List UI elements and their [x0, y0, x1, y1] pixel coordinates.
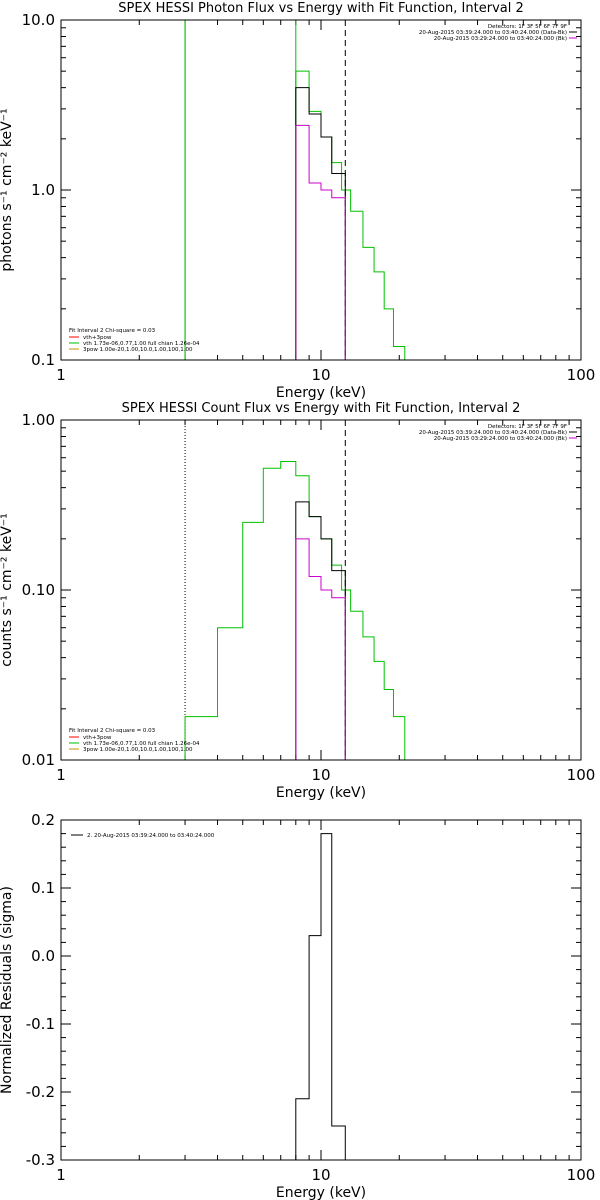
x-axis-label: Energy (keV): [276, 785, 366, 801]
x-axis-label: Energy (keV): [276, 385, 366, 401]
legend-entry: 3pow 1.00e-20,1.00,10.0,1.00,100,1.00: [83, 347, 193, 353]
series-line-2: [295, 501, 346, 760]
chart-title: SPEX HESSI Count Flux vs Energy with Fit…: [122, 401, 521, 416]
y-tick-label: 0.01: [22, 751, 55, 769]
legend-entry: vth+3pow: [83, 335, 112, 341]
x-tick-label: 1: [56, 1166, 66, 1184]
y-tick-label: 0.10: [22, 581, 55, 599]
y-tick-label: -0.3: [26, 1151, 55, 1169]
series-line-4: [295, 124, 346, 360]
detector-entry: Detectors: 1F 3F 5F 6F 7F 9F: [488, 424, 567, 430]
x-tick-label: 1: [56, 766, 66, 784]
legend-entry: vth 1.73e-06,0.77,1.00 full chian 1.26e-…: [83, 341, 200, 347]
legend-entry: vth 1.73e-06,0.77,1.00 full chian 1.26e-…: [83, 741, 200, 747]
y-tick-label: 0.1: [31, 351, 55, 369]
chart-title: SPEX HESSI Photon Flux vs Energy with Fi…: [118, 1, 524, 16]
plot-frame: [60, 819, 582, 1161]
plot-area: [184, 420, 416, 760]
legend-header: Fit Interval 2 Chi-square = 0.03: [69, 328, 156, 334]
legend-header: Fit Interval 2 Chi-square = 0.03: [69, 728, 156, 734]
y-tick-label: 1.0: [31, 181, 55, 199]
series-line-1: [184, 461, 416, 760]
plot-area: [184, 20, 416, 360]
x-tick-label: 100: [567, 766, 596, 784]
series-line-3: [295, 538, 346, 760]
detector-entry: 20-Aug-2015 03:39:24.000 to 03:40:24.000…: [419, 430, 567, 436]
legend-entry: 2. 20-Aug-2015 03:39:24.000 to 03:40:24.…: [87, 833, 215, 839]
y-tick-label: 0.2: [31, 811, 55, 829]
chart-panel-3: 1 10 100 0.2 0.1 0.0 -0.1 -0.2 -0.3 Energy (keV) N…: [0, 811, 595, 1200]
plot-area: [295, 833, 346, 1160]
chart-panel-1: SPEX HESSI Photon Flux vs Energy with Fi…: [0, 1, 595, 401]
x-axis-label: Energy (keV): [276, 1185, 366, 1200]
detector-entry: 20-Aug-2015 03:29:24.000 to 03:40:24.000…: [434, 36, 567, 42]
plot-frame: [60, 19, 582, 361]
x-tick-label: 10: [311, 766, 330, 784]
x-tick-label: 100: [567, 1166, 596, 1184]
y-tick-label: -0.2: [26, 1083, 55, 1101]
series-line-2: [295, 70, 416, 360]
x-tick-label: 1: [56, 366, 66, 384]
y-tick-label: -0.1: [26, 1015, 55, 1033]
series-line-1: [295, 833, 346, 1160]
chart-panel-2: SPEX HESSI Count Flux vs Energy with Fit…: [0, 401, 595, 801]
legend-entry: vth+3pow: [83, 735, 112, 741]
y-tick-label: 1.00: [22, 411, 55, 429]
series-line-3: [295, 87, 346, 360]
y-axis-label: Normalized Residuals (sigma): [0, 886, 15, 1094]
detector-entry: Detectors: 1F 3F 5F 6F 7F 9F: [488, 24, 567, 30]
plot-frame: [60, 419, 582, 761]
y-tick-label: 0.0: [31, 947, 55, 965]
x-tick-label: 100: [567, 366, 596, 384]
y-axis-label: counts s⁻¹ cm⁻² keV⁻¹: [0, 513, 15, 667]
y-tick-label: 0.1: [31, 879, 55, 897]
x-tick-label: 10: [311, 366, 330, 384]
x-tick-label: 10: [311, 1166, 330, 1184]
y-tick-label: 10.0: [22, 11, 55, 29]
y-axis-label: photons s⁻¹ cm⁻² keV⁻¹: [0, 108, 15, 271]
legend-entry: 3pow 1.00e-20,1.00,10.0,1.00,100,1.00: [83, 747, 193, 753]
detector-entry: 20-Aug-2015 03:39:24.000 to 03:40:24.000…: [419, 30, 567, 36]
detector-entry: 20-Aug-2015 03:29:24.000 to 03:40:24.000…: [434, 436, 567, 442]
